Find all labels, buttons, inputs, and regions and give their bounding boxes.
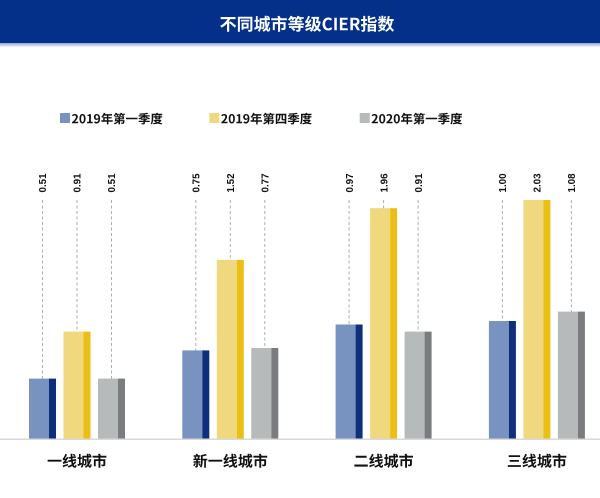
svg-text:0.91: 0.91: [73, 173, 84, 193]
svg-text:0.91: 0.91: [414, 173, 425, 193]
svg-text:0.97: 0.97: [345, 173, 356, 193]
svg-text:2.03: 2.03: [533, 173, 544, 193]
svg-text:0.51: 0.51: [38, 173, 49, 193]
svg-text:0.75: 0.75: [192, 173, 203, 193]
svg-text:1.08: 1.08: [567, 173, 578, 193]
svg-text:0.77: 0.77: [261, 173, 272, 193]
svg-text:1.00: 1.00: [498, 173, 509, 193]
svg-text:0.51: 0.51: [107, 173, 118, 193]
svg-text:1.52: 1.52: [226, 173, 237, 193]
svg-text:1.96: 1.96: [379, 173, 390, 193]
